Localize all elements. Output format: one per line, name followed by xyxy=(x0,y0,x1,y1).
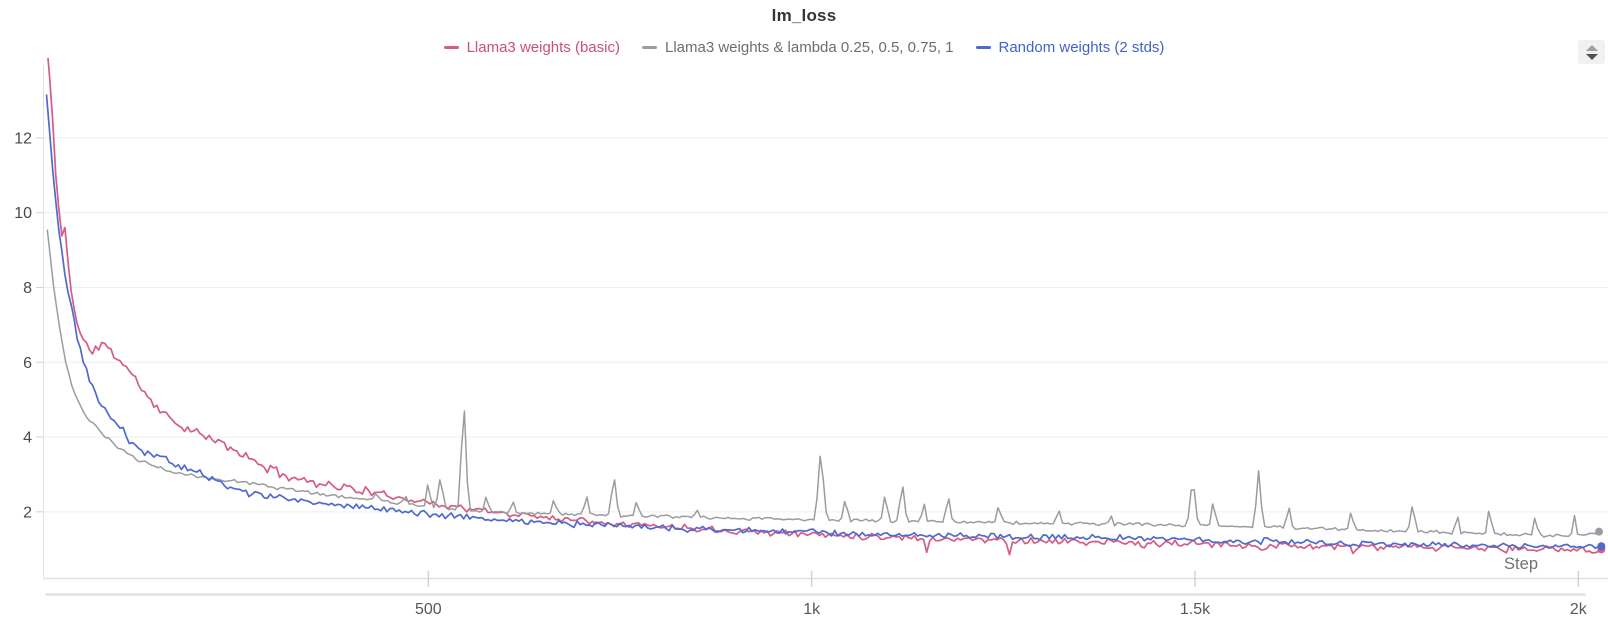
y-tick-label: 6 xyxy=(23,355,32,372)
legend-swatch-icon xyxy=(443,45,459,50)
series-end-dot-2 xyxy=(1597,542,1606,551)
y-tick-label: 8 xyxy=(23,280,32,297)
legend-label: Llama3 weights (basic) xyxy=(466,39,620,56)
series-line-0 xyxy=(47,58,1602,556)
x-tick-label: 2k xyxy=(1570,601,1588,618)
x-tick-label: 500 xyxy=(415,601,442,618)
y-tick-label: 12 xyxy=(14,130,32,147)
y-tick-label: 4 xyxy=(23,430,32,447)
legend-item-0[interactable]: Llama3 weights (basic) xyxy=(443,39,620,56)
triangle-down-icon xyxy=(1585,53,1598,60)
series-line-2 xyxy=(45,94,1602,550)
legend-swatch-icon xyxy=(641,45,657,50)
x-tick-label: 1k xyxy=(803,601,821,618)
legend-label: Llama3 weights & lambda 0.25, 0.5, 0.75,… xyxy=(664,39,954,56)
bottom-slider-track[interactable] xyxy=(45,593,1586,596)
legend-item-2[interactable]: Random weights (2 stds) xyxy=(975,39,1165,56)
x-tick-label: 1.5k xyxy=(1180,601,1211,618)
y-tick-label: 10 xyxy=(14,205,32,222)
series-end-dot-1 xyxy=(1595,527,1604,536)
x-axis-title: Step xyxy=(1504,555,1538,573)
y-tick-label: 2 xyxy=(23,504,32,521)
legend-swatch-icon xyxy=(975,45,991,50)
series-line-1 xyxy=(46,229,1600,538)
legend: Llama3 weights (basic) Llama3 weights & l… xyxy=(0,39,1608,56)
sort-toggle-button[interactable] xyxy=(1578,40,1605,64)
legend-label: Random weights (2 stds) xyxy=(998,39,1165,56)
legend-item-1[interactable]: Llama3 weights & lambda 0.25, 0.5, 0.75,… xyxy=(641,39,954,56)
chart-title: lm_loss xyxy=(771,6,837,25)
triangle-up-icon xyxy=(1585,44,1598,51)
